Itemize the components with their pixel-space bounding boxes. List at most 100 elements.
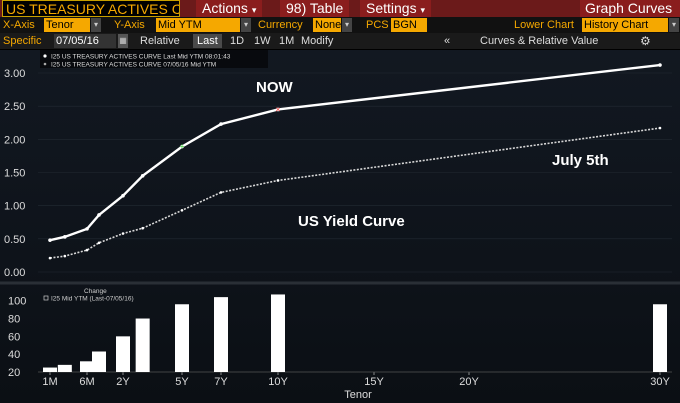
change-bar [653,304,667,372]
curve-point [180,209,184,212]
lower-legend-title: Change [84,288,107,295]
y-tick-label: 1.00 [4,201,25,213]
curve-point [140,174,145,178]
marker-5y: + [179,142,184,152]
x-tick-label: 2Y [116,376,130,388]
change-bar [116,336,130,372]
lower-legend-marker [43,295,49,301]
curves-relative-label: Curves & Relative Value [480,35,599,47]
tab-1d[interactable]: 1D [230,35,245,47]
curve-point [121,232,125,235]
lower-chart-label: Lower Chart [514,19,574,31]
date-field[interactable]: 07/05/16 [54,34,116,48]
y-tick-label: 60 [8,331,20,343]
annotation-now: NOW [256,79,294,96]
legend-marker-last [43,54,47,58]
curve-point [85,227,89,231]
curve-point [141,226,144,230]
marker-10y: × [275,104,280,114]
change-bar [92,351,106,372]
legend-last: I25 US TREASURY ACTIVES CURVE Last Mid Y… [51,54,231,61]
dropdown-arrow-icon[interactable]: ▾ [91,18,101,32]
specific-label: Specific [3,35,42,47]
tab-modify[interactable]: Modify [301,35,334,47]
change-bar [271,294,285,372]
y-tick-label: 0.00 [4,267,25,279]
dropdown-arrow-icon: ▾ [251,5,257,15]
calendar-icon[interactable]: ▦ [118,34,128,48]
y-tick-label: 40 [8,349,20,361]
yaxis-select[interactable]: Mid YTM [156,18,240,32]
curve-point [121,193,125,198]
table-button[interactable]: 98) Table [280,0,350,17]
curve-point [63,254,67,258]
x-axis-title: Tenor [344,389,372,401]
pcs-field[interactable]: BGN [391,18,427,32]
curve-point [180,144,184,149]
pcs-label: PCS [366,19,389,31]
y-tick-label: 3.00 [4,68,25,80]
y-tick-label: 1.50 [4,168,25,180]
curve-point [658,63,662,67]
annotation-july: July 5th [552,152,609,169]
curve-point [97,213,101,217]
tab-last[interactable]: Last [193,34,222,48]
x-tick-label: 20Y [459,376,479,388]
change-bar [135,318,150,372]
x-tick-label: 7Y [214,376,228,388]
x-tick-label: 1M [42,376,57,388]
lower-legend-series: I25 Mid YTM (Last-07/05/16) [51,296,134,303]
y-tick-label: 0.50 [4,234,25,246]
tab-1m[interactable]: 1M [279,35,295,47]
curve-point [85,248,89,252]
annotation-curve: US Yield Curve [298,213,405,230]
tab-1w[interactable]: 1W [254,35,271,47]
x-tick-label: 15Y [364,376,384,388]
y-tick-label: 20 [8,367,20,379]
change-bar [214,297,228,372]
dropdown-arrow-icon: ▾ [420,5,426,15]
x-tick-label: 5Y [175,376,189,388]
curve-point [658,126,662,130]
window-title: US TREASURY ACTIVES CURV [2,0,180,17]
relative-label: Relative [140,35,180,47]
curve-point [219,122,223,126]
curve-prev [49,127,661,259]
settings-menu[interactable]: Settings ▾ [360,0,432,17]
x-tick-label: 6M [79,376,94,388]
y-tick-label: 80 [8,314,20,326]
y-tick-label: 2.00 [4,134,25,146]
curve-point [48,238,52,242]
change-bar [57,364,72,372]
legend-marker-prev [43,62,47,66]
curve-point [219,191,223,194]
change-bar [80,361,94,372]
top-bar: US TREASURY ACTIVES CURV Actions ▾ 98) T… [0,0,680,17]
change-bar [43,367,57,372]
curve-point [276,107,280,112]
y-tick-label: 100 [8,296,26,308]
settings-label: Settings [366,0,417,16]
curve-point [276,179,280,182]
x-tick-label: 10Y [268,376,288,388]
curve-last [49,63,661,242]
dropdown-arrow-icon[interactable]: ▾ [342,18,352,32]
gear-icon[interactable]: ⚙ [640,34,651,48]
currency-select[interactable]: None [313,18,342,32]
date-toolbar: Specific 07/05/16 ▦ Relative Last 1D 1W … [0,33,680,49]
xaxis-label: X-Axis [3,19,35,31]
curve-point [63,235,67,239]
lower-chart-select[interactable]: History Chart [582,18,668,32]
x-tick-label: 30Y [650,376,670,388]
currency-label: Currency [258,19,303,31]
actions-menu[interactable]: Actions ▾ [196,0,263,17]
change-bar [175,304,189,372]
curve-point [48,256,52,260]
dropdown-arrow-icon[interactable]: ▾ [669,18,679,32]
chart-area [0,50,680,403]
dropdown-arrow-icon[interactable]: ▾ [241,18,251,32]
upper-legend-bg [40,50,268,68]
collapse-button[interactable]: « [444,35,451,47]
xaxis-select[interactable]: Tenor [44,18,90,32]
